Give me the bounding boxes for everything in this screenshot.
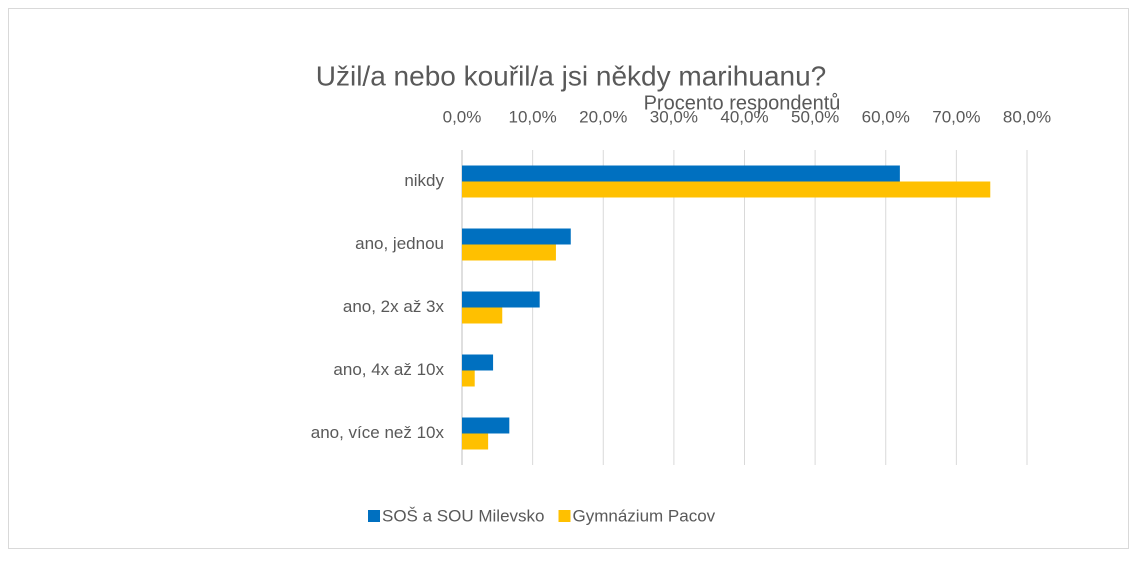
bar (462, 291, 540, 308)
bar (462, 244, 556, 261)
bar (462, 433, 489, 450)
x-tick-label: 60,0% (862, 107, 910, 126)
bar (462, 370, 475, 387)
x-axis-title: Procento respondentů (644, 92, 841, 114)
bar (462, 417, 510, 434)
bar (462, 354, 494, 371)
chart-border (8, 8, 1129, 549)
y-tick-label: ano, více než 10x (311, 423, 445, 442)
legend-label: Gymnázium Pacov (573, 506, 716, 525)
legend-swatch (368, 510, 380, 522)
y-tick-label: ano, jednou (355, 234, 444, 253)
chart-title: Užil/a nebo kouřil/a jsi někdy marihuanu… (316, 60, 827, 91)
bar (462, 165, 900, 182)
x-tick-label: 0,0% (443, 107, 482, 126)
bar (462, 228, 571, 245)
bar (462, 307, 503, 324)
y-tick-label: ano, 2x až 3x (343, 297, 445, 316)
y-tick-label: nikdy (404, 171, 444, 190)
x-tick-label: 70,0% (932, 107, 980, 126)
x-tick-label: 80,0% (1003, 107, 1051, 126)
legend-swatch (558, 510, 571, 522)
x-tick-label: 20,0% (579, 107, 627, 126)
y-tick-label: ano, 4x až 10x (333, 360, 444, 379)
x-tick-label: 40,0% (720, 107, 768, 126)
x-tick-label: 10,0% (509, 107, 557, 126)
legend-label: SOŠ a SOU Milevsko (382, 506, 545, 525)
x-tick-label: 50,0% (791, 107, 839, 126)
bar (462, 181, 991, 198)
x-tick-label: 30,0% (650, 107, 698, 126)
